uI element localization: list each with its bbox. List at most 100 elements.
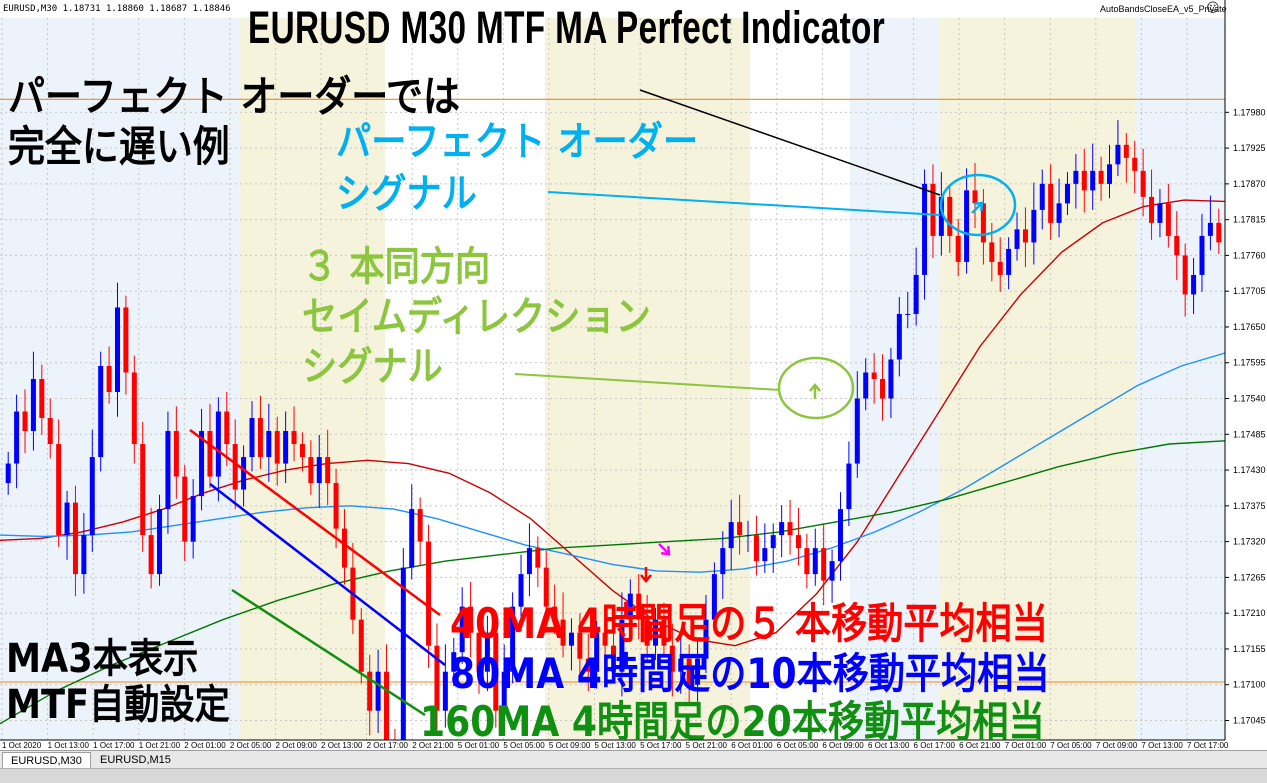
price-tick-label: 1.17650 — [1233, 322, 1266, 332]
candle — [165, 411, 171, 534]
candle — [871, 352, 877, 404]
candle — [535, 536, 541, 588]
pointer-line-blue — [209, 483, 446, 666]
candle — [568, 618, 574, 671]
time-axis: 1 Oct 2020 1 Oct 13:00 1 Oct 17:00 1 Oct 21… — [0, 739, 1267, 750]
candle — [148, 507, 154, 589]
annotation-overlays — [189, 89, 1017, 717]
candle — [947, 185, 953, 253]
candle-body — [611, 645, 616, 672]
tab-eurusd-m30[interactable]: EURUSD,M30 — [2, 752, 91, 769]
candle — [81, 512, 87, 594]
highlight-circle-same-dir — [777, 356, 855, 420]
candle — [375, 649, 381, 733]
candle-body — [1191, 274, 1197, 295]
time-tick-label: 2 Oct 17:00 — [367, 741, 409, 750]
candle-body — [854, 398, 860, 464]
candle — [720, 531, 726, 599]
candle-body — [568, 632, 574, 646]
time-tick-label: 2 Oct 01:00 — [184, 741, 226, 750]
candle — [409, 484, 415, 580]
candle — [526, 523, 532, 597]
candle-body — [501, 671, 507, 711]
time-tick-label: 1 Oct 13:00 — [48, 741, 90, 750]
candle — [585, 633, 591, 692]
candle-body — [762, 548, 768, 562]
candle-body — [1056, 203, 1062, 223]
pointer-line-green — [231, 588, 426, 717]
candle — [89, 429, 95, 553]
ma-line-160ma — [0, 440, 1226, 725]
price-tick-label: 1.17265 — [1233, 572, 1266, 582]
candle-body — [997, 261, 1003, 275]
candle — [1039, 169, 1045, 230]
candle — [56, 419, 62, 547]
candle — [804, 533, 810, 589]
chart-headline: EURUSD M30 MTF MA Perfect Indicator — [248, 2, 886, 53]
price-tick-label: 1.17210 — [1233, 608, 1266, 618]
price-tick-label: 1.17540 — [1233, 394, 1266, 404]
candle-body — [1115, 144, 1121, 165]
arrow-up-right-icon-shaft — [971, 202, 983, 214]
candle-body — [1039, 183, 1045, 210]
price-tick-label: 1.17870 — [1233, 179, 1266, 189]
candle-body — [468, 606, 474, 633]
smiley-icon[interactable]: ☺ — [1206, 1, 1220, 16]
candle — [1191, 258, 1197, 314]
candle-body — [669, 645, 675, 672]
annotation-same-dir-line2: セイムディレクション — [302, 294, 651, 340]
tab-eurusd-m15[interactable]: EURUSD,M15 — [100, 754, 171, 766]
candle-body — [947, 196, 953, 236]
candle — [140, 421, 146, 553]
candle — [964, 168, 970, 274]
candle-body — [871, 372, 877, 379]
candle — [241, 445, 247, 507]
annotation-perfect-signal-line2: シグナル — [336, 171, 477, 217]
candle-body — [1090, 170, 1096, 191]
time-tick-label: 5 Oct 01:00 — [458, 741, 500, 750]
candle — [459, 587, 465, 664]
candle — [22, 389, 28, 454]
candle — [1048, 164, 1054, 240]
candle-body — [955, 235, 961, 262]
candle-body — [980, 203, 986, 243]
candle-body — [1157, 203, 1163, 223]
candle — [1123, 133, 1129, 183]
time-tick-label: 7 Oct 13:00 — [1141, 741, 1183, 750]
annotation-same-dir-line3: シグナル — [302, 344, 443, 390]
highlight-circle-perfect — [939, 173, 1017, 237]
candle-body — [72, 502, 78, 575]
price-axis: 1.17980 1.17925 1.17870 1.17815 1.17760 1.177… — [1224, 0, 1267, 740]
candle-body — [1216, 222, 1222, 243]
candle — [686, 644, 692, 705]
time-tick-label: 7 Oct 09:00 — [1096, 741, 1138, 750]
candle-body — [989, 242, 995, 262]
candle — [678, 631, 684, 694]
candle — [47, 398, 53, 459]
candle-body — [619, 619, 625, 672]
candle-body — [1098, 170, 1104, 184]
arrow-up-right-icon-head — [974, 201, 984, 211]
candle-body — [829, 561, 835, 581]
candle-body — [1149, 196, 1155, 223]
time-tick-label: 5 Oct 13:00 — [595, 741, 637, 750]
candle — [1031, 182, 1037, 265]
candle — [333, 468, 339, 549]
candle-body — [173, 431, 179, 477]
chart-info-line: EURUSD,M30 1.18731 1.18860 1.18687 1.188… — [3, 4, 231, 14]
candle-body — [451, 652, 457, 672]
candle-body — [89, 457, 95, 536]
session-zone — [1135, 18, 1225, 740]
candle — [636, 574, 642, 640]
arrow-down-icon-head — [640, 574, 652, 583]
candle — [299, 432, 305, 472]
chart-grid — [0, 18, 1225, 740]
time-tick-label: 6 Oct 09:00 — [822, 741, 864, 750]
candle — [770, 523, 776, 573]
candle — [325, 429, 331, 506]
candle — [737, 494, 743, 555]
candle — [182, 464, 188, 562]
candle — [468, 581, 474, 658]
pointer-line-black — [639, 89, 941, 196]
